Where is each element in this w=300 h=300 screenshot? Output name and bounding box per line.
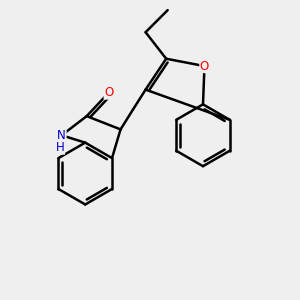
Text: H: H <box>56 141 64 154</box>
Text: N: N <box>57 129 66 142</box>
Text: O: O <box>200 60 209 73</box>
Text: O: O <box>104 86 113 99</box>
